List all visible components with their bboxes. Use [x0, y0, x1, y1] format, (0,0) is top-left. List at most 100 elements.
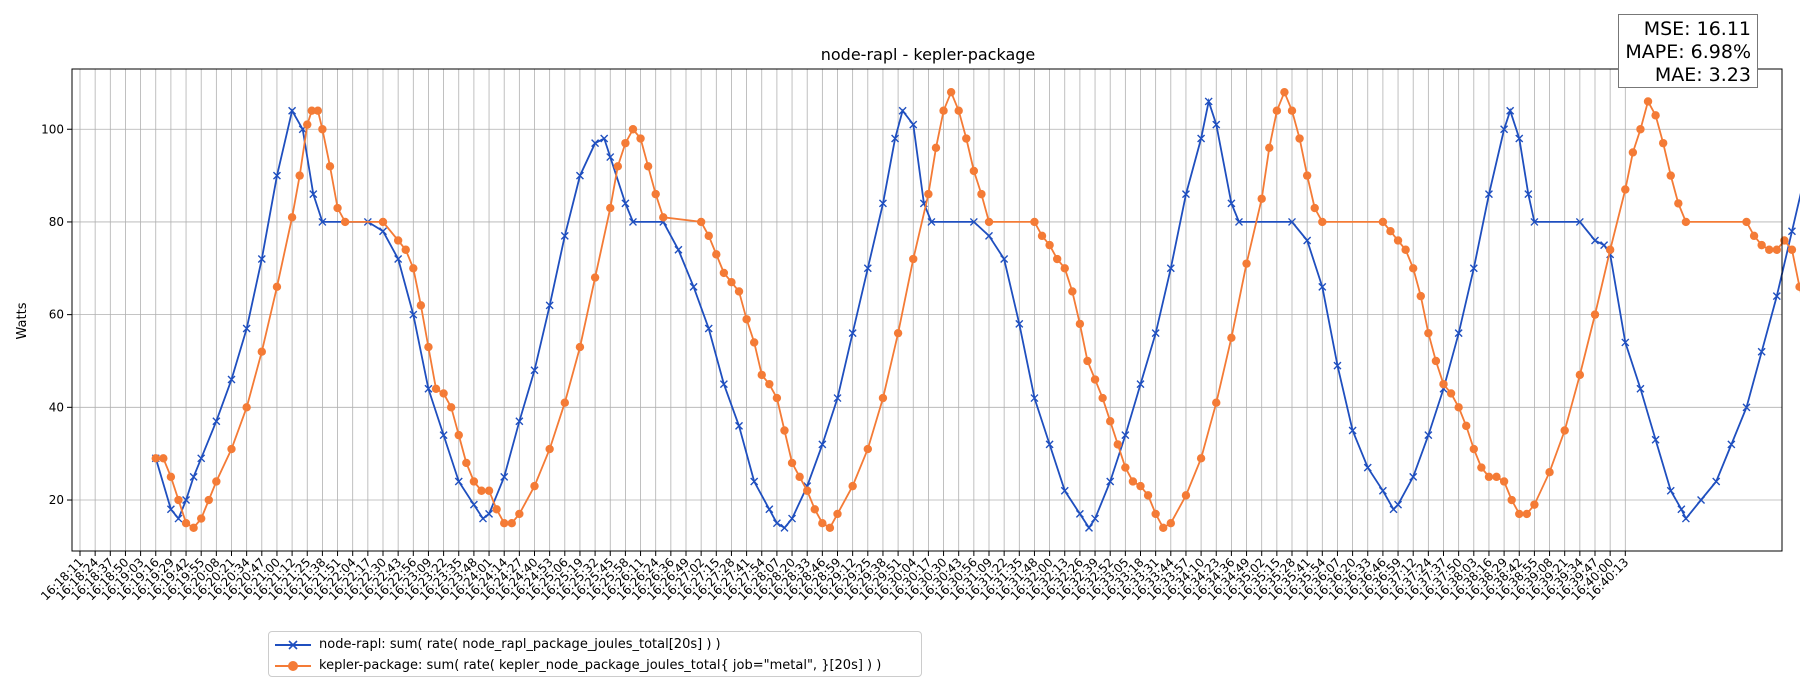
kepler-package-point — [1378, 217, 1388, 227]
kepler-package-point — [1151, 509, 1160, 519]
kepler-package-point — [825, 523, 835, 533]
node-rapl-point — [848, 329, 857, 338]
kepler-package-point — [984, 217, 994, 227]
node-rapl-point — [1454, 329, 1463, 338]
node-rapl-point — [898, 106, 907, 115]
node-rapl-point — [833, 394, 842, 403]
kepler-package-point — [1477, 463, 1486, 472]
node-rapl-point — [439, 431, 448, 440]
kepler-package-point — [1409, 264, 1418, 273]
kepler-package-point — [313, 106, 323, 115]
node-rapl-point — [485, 509, 494, 518]
kepler-package-point — [151, 454, 160, 463]
kepler-package-point — [287, 213, 297, 222]
kepler-package-point — [1030, 217, 1039, 227]
kepler-package-point — [1310, 203, 1319, 213]
series-kepler-package — [151, 87, 1800, 533]
node-rapl-point — [500, 472, 509, 481]
node-rapl-point — [1677, 505, 1686, 514]
kepler-package-point — [780, 426, 789, 435]
kepler-package-point — [393, 236, 403, 245]
mae-text: MAE: 3.23 — [1654, 64, 1751, 86]
kepler-package-point — [1492, 472, 1501, 482]
kepler-package-point — [939, 106, 948, 115]
kepler-package-point — [606, 203, 615, 213]
node-rapl-point — [1227, 199, 1236, 208]
kepler-package-point — [1090, 375, 1100, 384]
node-rapl-point — [1091, 514, 1100, 523]
node-rapl-point — [1060, 486, 1069, 495]
kepler-package-point — [197, 514, 206, 523]
kepler-package-point — [1212, 398, 1221, 407]
kepler-package-point — [704, 231, 713, 241]
legend-item-kepler-package: kepler-package: sum( rate( kepler_node_p… — [269, 655, 921, 676]
kepler-package-point — [954, 106, 963, 115]
kepler-package-point — [1083, 356, 1092, 366]
kepler-package-point — [303, 120, 312, 129]
kepler-package-point — [1181, 491, 1191, 500]
kepler-package-point — [166, 472, 176, 482]
kepler-package-point — [1643, 97, 1653, 106]
kepler-package-point — [962, 134, 971, 143]
legend: node-rapl: sum( rate( node_rapl_package_… — [268, 631, 922, 677]
node-rapl-point — [1712, 477, 1721, 486]
node-rapl-point — [318, 217, 327, 226]
kepler-package-point — [643, 162, 653, 171]
kepler-package-point — [1098, 393, 1107, 403]
kepler-package-point — [1658, 138, 1668, 148]
kepler-package-point — [1522, 509, 1532, 519]
node-rapl-point — [1787, 227, 1796, 236]
node-rapl-point — [1742, 403, 1751, 412]
kepler-package-point — [803, 486, 812, 495]
node-rapl-point — [197, 454, 206, 463]
node-rapl-point — [530, 366, 539, 375]
chart-title: node-rapl - kepler-package — [821, 45, 1036, 64]
kepler-package-point — [1386, 227, 1395, 236]
kepler-package-point — [659, 213, 668, 222]
kepler-package-point — [1295, 134, 1304, 143]
y-tick-label: 20 — [49, 493, 64, 507]
node-rapl-point — [1075, 509, 1084, 518]
kepler-package-point — [1674, 199, 1683, 208]
y-ticks: 20 40 60 80 100 — [41, 122, 72, 507]
kepler-package-point — [1302, 171, 1312, 180]
kepler-package-point — [946, 87, 956, 97]
node-rapl-point — [1591, 236, 1599, 245]
kepler-package-point — [439, 389, 448, 398]
kepler-package-point — [1545, 468, 1554, 477]
node-rapl-point — [788, 514, 797, 523]
kepler-package-point — [1159, 523, 1168, 533]
kepler-package-point — [893, 328, 903, 338]
kepler-package-point — [1401, 245, 1410, 254]
kepler-package-point — [325, 162, 335, 171]
kepler-package-point — [1651, 111, 1660, 120]
kepler-package-point — [1052, 254, 1062, 264]
kepler-package-point — [1757, 240, 1766, 250]
kepler-package-point — [257, 347, 266, 356]
y-tick-label: 40 — [49, 400, 64, 414]
kepler-package-point — [765, 379, 774, 389]
node-rapl-point — [1394, 500, 1403, 509]
kepler-package-point — [1787, 245, 1797, 254]
kepler-package-point — [1166, 518, 1176, 528]
kepler-package-point — [1265, 143, 1274, 152]
kepler-package-point — [1780, 236, 1789, 245]
node-rapl-point — [674, 245, 683, 254]
node-rapl-point — [227, 375, 236, 384]
node-rapl-point — [515, 417, 524, 426]
node-rapl-point — [424, 384, 433, 393]
node-rapl-point — [1651, 435, 1660, 444]
kepler-package-point — [931, 143, 941, 152]
kepler-package-point — [1681, 217, 1691, 227]
y-tick-label: 80 — [49, 215, 64, 229]
kepler-package-point — [613, 162, 623, 171]
kepler-package-point — [1136, 481, 1145, 491]
kepler-package-point — [1257, 194, 1266, 203]
node-rapl-point — [704, 324, 713, 333]
kepler-package-point — [1795, 282, 1800, 292]
node-rapl-point — [379, 227, 387, 236]
kepler-package-point — [1469, 444, 1479, 454]
kepler-package-point — [734, 287, 744, 296]
node-rapl-point — [1469, 264, 1478, 273]
kepler-package-point — [575, 342, 585, 352]
